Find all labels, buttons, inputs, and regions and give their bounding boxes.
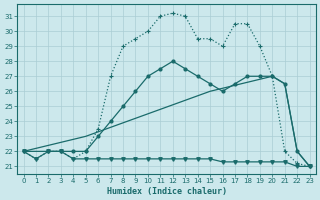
X-axis label: Humidex (Indice chaleur): Humidex (Indice chaleur) [107, 187, 227, 196]
